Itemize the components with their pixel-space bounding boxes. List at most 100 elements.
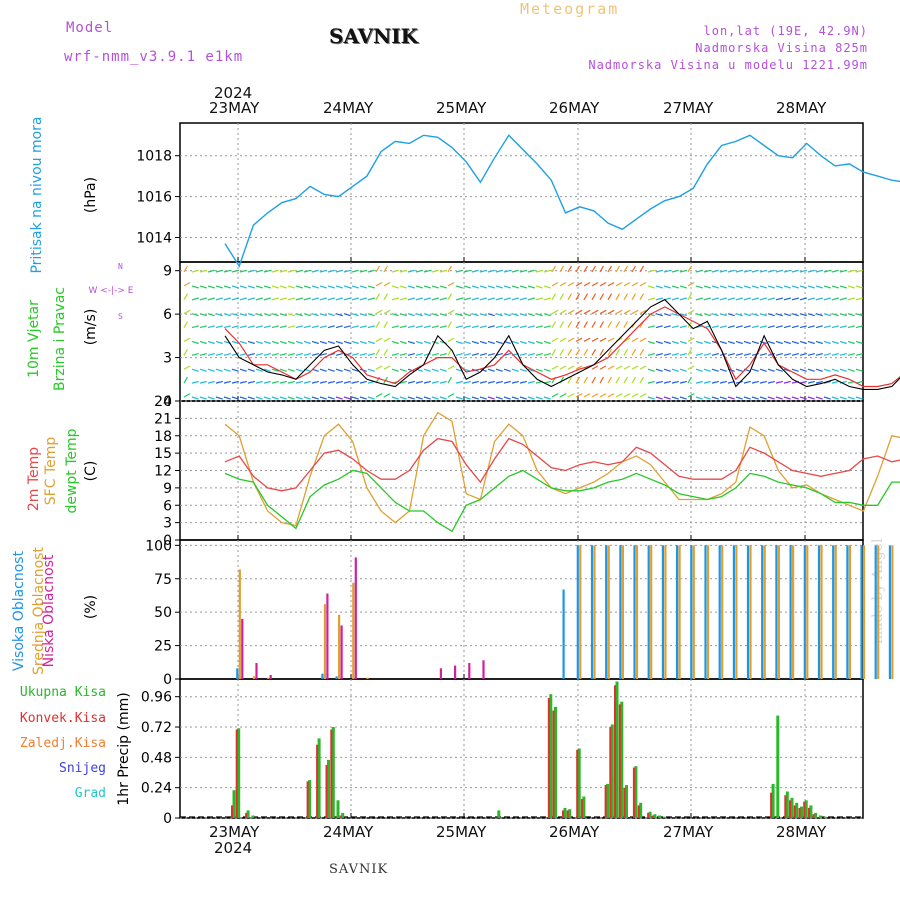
wind-barb	[383, 376, 389, 384]
wind-barb	[759, 285, 767, 289]
wind-barb	[631, 393, 639, 398]
precip-convective-bar	[235, 729, 238, 818]
wind-barb	[375, 281, 383, 287]
y-tick-label: 6	[163, 498, 172, 514]
wind-barb	[263, 353, 271, 356]
wind-barb	[247, 297, 255, 301]
wind-barb	[687, 337, 695, 342]
wind-barb	[615, 348, 621, 356]
wind-barb	[487, 396, 495, 400]
wind-barb	[239, 368, 247, 372]
wind-barb	[583, 281, 591, 287]
wind-barb	[815, 368, 823, 372]
wind-barb	[279, 353, 287, 356]
wind-barb	[375, 265, 381, 273]
wind-barb	[855, 297, 863, 301]
wind-barb	[567, 393, 575, 398]
cloud-bar	[792, 545, 795, 679]
wind-barb	[407, 380, 415, 384]
wind-barb	[735, 325, 743, 329]
wind-barb	[551, 293, 557, 301]
wind-barb	[671, 353, 679, 356]
wind-barb	[839, 297, 847, 301]
wind-barb	[271, 380, 279, 384]
wind-barb	[799, 340, 807, 345]
wind-barb	[247, 313, 255, 317]
wind-barb	[327, 340, 335, 345]
wind-barb	[255, 313, 263, 317]
wind-barb	[831, 380, 839, 384]
wind-barb	[423, 297, 431, 301]
precip-total-bar	[232, 790, 236, 818]
wind-barb	[263, 285, 271, 289]
cloud-bar	[718, 545, 721, 679]
wind-barb	[679, 380, 687, 384]
wind-barb	[767, 380, 775, 384]
bottom-date-23: 23MAY	[209, 823, 260, 841]
wind-barb	[663, 340, 671, 345]
wind-barb	[343, 297, 351, 301]
y-tick-label: 0	[163, 394, 172, 410]
wind-barb	[759, 325, 767, 329]
wind-barb	[615, 281, 623, 287]
precip-total-bar	[336, 800, 340, 818]
wind-barb	[831, 297, 839, 301]
wind-barb	[359, 396, 367, 400]
wind-barb	[359, 340, 367, 345]
precip-total-bar	[809, 805, 813, 818]
wind-barb	[791, 297, 799, 301]
wind-barb	[591, 281, 599, 287]
wind-barb	[807, 313, 815, 317]
wind-barb	[311, 380, 319, 384]
wind-barb	[263, 340, 271, 345]
wind-barb	[295, 380, 303, 384]
wind-barb	[671, 313, 679, 317]
y-tick-label: 100	[145, 538, 172, 554]
wind-barb	[527, 297, 535, 301]
wind-barb	[279, 285, 287, 289]
wind-barb	[527, 380, 535, 384]
wind-barb	[767, 313, 775, 317]
wind-barb	[335, 353, 343, 356]
wind-barb	[751, 297, 759, 301]
wind-barb	[423, 380, 431, 384]
y-tick-label: 3	[163, 351, 172, 367]
cloud-bar	[888, 545, 891, 679]
wind-barb	[399, 285, 407, 289]
wind-barb	[767, 340, 775, 345]
wind-barb	[319, 368, 327, 372]
wind-barb	[551, 265, 557, 273]
wind-barb	[727, 353, 735, 356]
wind-barb	[447, 293, 453, 301]
wind-barb	[471, 285, 479, 289]
wind-barb	[447, 321, 453, 328]
wind-barb	[191, 325, 199, 329]
wind-barb	[439, 313, 447, 317]
wind-barb	[351, 353, 359, 356]
wind-barb	[767, 285, 775, 289]
wind-barb	[399, 269, 407, 273]
wind-barb	[431, 285, 439, 289]
wind-barb	[447, 337, 455, 342]
wind-barb	[223, 269, 231, 273]
precip-convective-bar	[552, 710, 555, 818]
wind-barb	[711, 269, 719, 273]
wind-barb	[391, 325, 399, 329]
wind-barb	[263, 269, 271, 273]
wind-barb	[327, 368, 335, 372]
wind-barb	[263, 297, 271, 301]
wind-barb	[591, 321, 597, 328]
wind-barb	[631, 376, 637, 384]
wind-barb	[311, 353, 319, 356]
wind-barb	[207, 340, 215, 345]
wind-barb	[215, 285, 223, 289]
wind-barb	[359, 353, 367, 356]
wind-barb	[855, 368, 863, 372]
page-title: SAVNIK	[329, 24, 419, 48]
cloud-bar	[761, 545, 764, 679]
wind-barb	[679, 325, 687, 329]
wind-barb	[415, 396, 423, 400]
wind-barb	[591, 309, 599, 315]
wind-barb	[719, 269, 727, 273]
wind-barb	[535, 353, 543, 356]
